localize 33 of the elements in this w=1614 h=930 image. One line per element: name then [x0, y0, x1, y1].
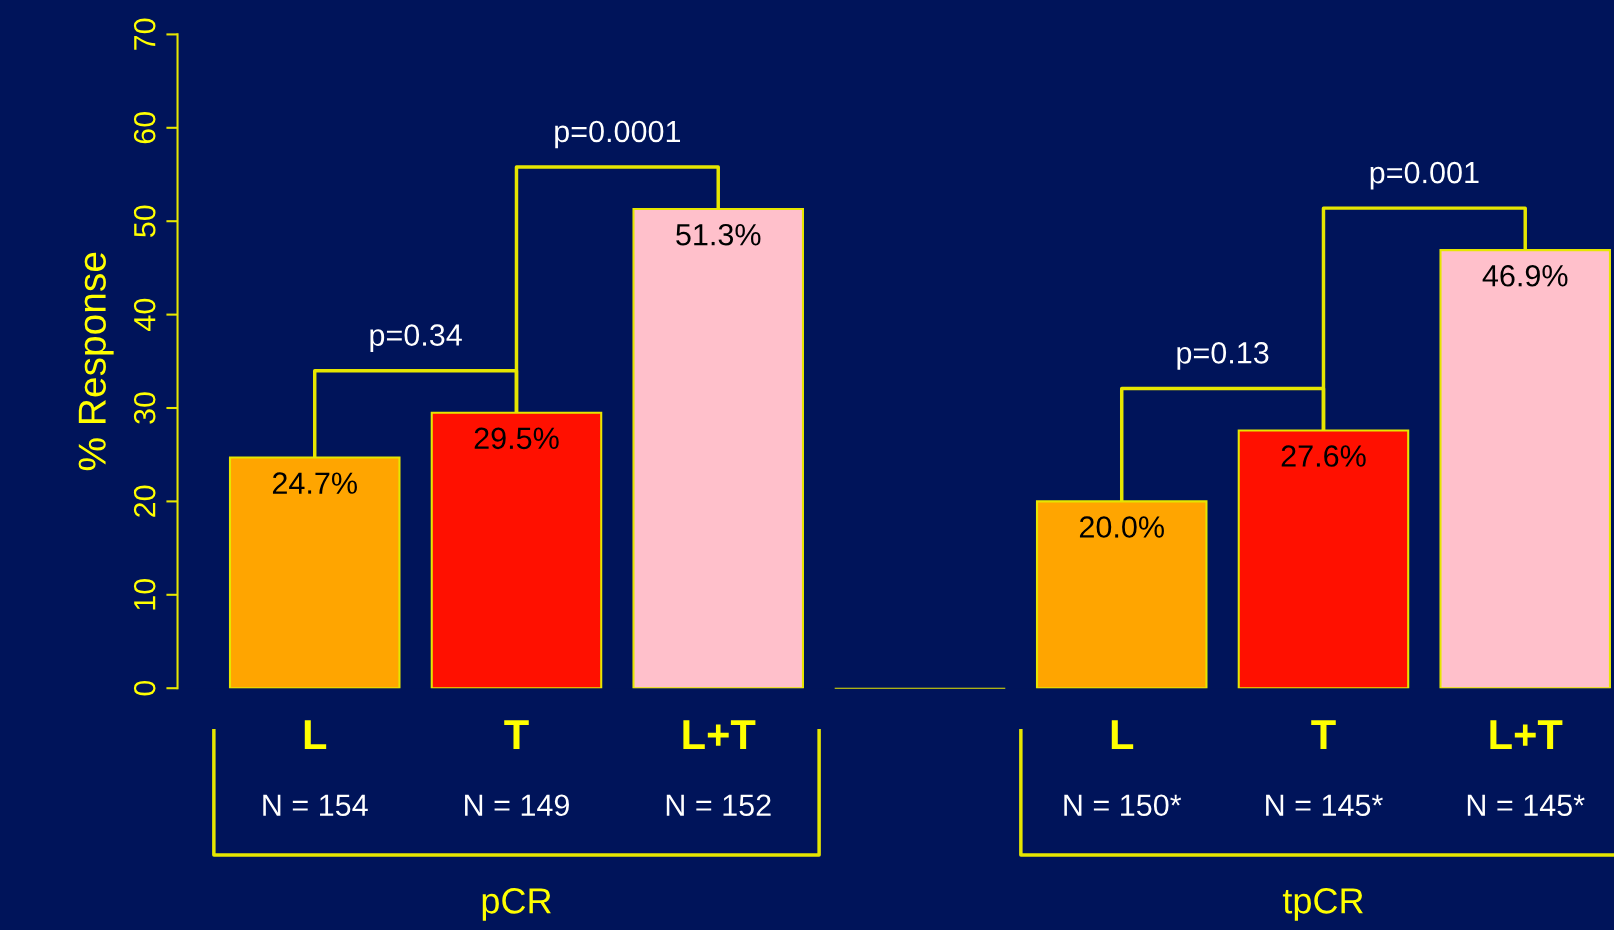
data-label: 27.6% [1281, 445, 1366, 467]
x-tick-label: L [1111, 720, 1134, 749]
data-label: 29.5% [474, 427, 559, 450]
y-axis-title: % Response [78, 252, 114, 471]
annotation: p=0.001 [1370, 161, 1479, 190]
x-tick-label: L+T [1490, 720, 1563, 749]
x-tick-label: T [504, 720, 529, 749]
text: N = 145* [1266, 794, 1383, 817]
text: N = 152 [666, 794, 771, 817]
y-tick-label: 10 [133, 579, 156, 610]
annotation: p=0.13 [1177, 342, 1269, 370]
x-tick-label: L+T [683, 720, 756, 749]
y-tick-label: 40 [133, 298, 156, 331]
data-label: 24.7% [272, 472, 357, 494]
y-tick-label: 50 [133, 205, 156, 237]
annotation: p=0.34 [370, 324, 462, 352]
x-tick-label: L [304, 720, 327, 749]
x-tick-label: T [1311, 720, 1336, 749]
text: pCR [482, 888, 551, 921]
annotation: p=0.0001 [555, 120, 681, 149]
text: tpCR [1282, 888, 1363, 921]
data-label: 20.0% [1079, 516, 1164, 538]
data-label: 46.9% [1482, 264, 1568, 287]
text: N = 150* [1064, 794, 1182, 817]
data-label: 51.3% [676, 223, 761, 246]
y-tick-label: 0 [133, 680, 156, 696]
y-tick-label: 60 [133, 112, 156, 144]
y-tick-label: 20 [133, 485, 156, 517]
text: N = 149 [465, 794, 569, 817]
y-tick-label: 70 [133, 18, 156, 50]
y-tick-label: 30 [133, 392, 156, 424]
text: N = 145* [1467, 794, 1585, 817]
text: N = 154 [263, 794, 368, 817]
